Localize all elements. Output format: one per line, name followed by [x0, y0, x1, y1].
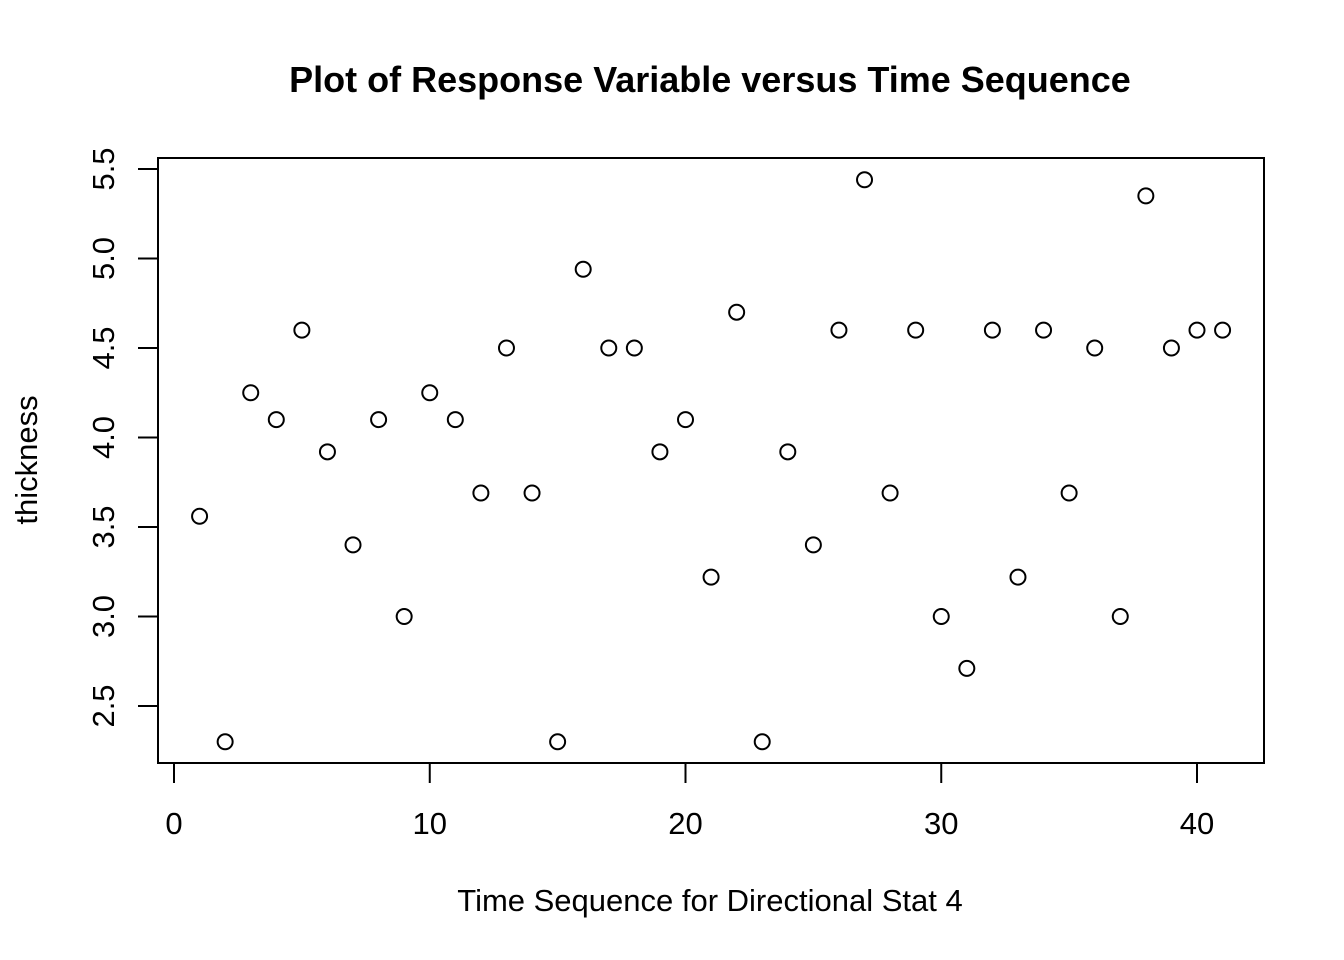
- y-axis-label: thickness: [9, 395, 44, 524]
- x-tick-label: 40: [1180, 806, 1214, 841]
- data-point: [804, 536, 822, 554]
- chart-title: Plot of Response Variable versus Time Se…: [289, 59, 1131, 100]
- y-tick-label: 3.5: [86, 505, 121, 548]
- data-point: [1111, 608, 1129, 625]
- data-point: [242, 384, 260, 402]
- y-tick-label: 5.5: [86, 147, 121, 190]
- data-point: [293, 321, 311, 339]
- data-point: [549, 733, 567, 751]
- data-point: [753, 733, 771, 751]
- data-point: [1086, 339, 1104, 357]
- x-tick-label: 10: [413, 806, 447, 841]
- plot-frame: [157, 157, 1265, 764]
- y-tick-label: 2.5: [86, 684, 121, 727]
- data-point: [958, 659, 976, 677]
- data-point: [1035, 321, 1053, 339]
- y-tick-label: 4.0: [86, 416, 121, 459]
- data-point: [702, 568, 720, 586]
- data-point: [651, 443, 669, 461]
- data-point: [1188, 321, 1206, 339]
- data-point: [779, 443, 797, 461]
- data-point: [677, 411, 694, 429]
- x-axis: 0 10 20 30 40: [165, 762, 1214, 841]
- y-tick-label: 5.0: [86, 237, 121, 280]
- data-point: [497, 339, 515, 357]
- data-point: [472, 484, 490, 502]
- data-point: [421, 384, 439, 402]
- data-point: [856, 171, 874, 189]
- data-point: [1137, 187, 1155, 205]
- data-point: [625, 339, 643, 357]
- data-points: [191, 171, 1232, 751]
- data-point: [907, 321, 925, 339]
- data-point: [370, 411, 388, 429]
- data-point: [574, 260, 592, 278]
- x-axis-label: Time Sequence for Directional Stat 4: [457, 883, 962, 918]
- data-point: [318, 443, 336, 461]
- data-point: [983, 321, 1001, 339]
- data-point: [881, 484, 899, 502]
- data-point: [1060, 484, 1078, 502]
- data-point: [395, 608, 413, 625]
- y-tick-label: 4.5: [86, 326, 121, 369]
- data-point: [446, 411, 464, 429]
- x-tick-label: 30: [924, 806, 958, 841]
- data-point: [932, 608, 950, 625]
- x-tick-label: 20: [668, 806, 702, 841]
- y-axis: 2.5 3.0 3.5 4.0 4.5 5.0 5.5: [86, 147, 159, 728]
- data-point: [1214, 321, 1232, 339]
- data-point: [1009, 568, 1027, 586]
- data-point: [216, 733, 234, 751]
- data-point: [344, 536, 362, 554]
- data-point: [1162, 339, 1180, 357]
- data-point: [830, 321, 848, 339]
- x-tick-label: 0: [165, 806, 182, 841]
- data-point: [523, 484, 541, 502]
- data-point: [191, 507, 209, 525]
- data-point: [267, 411, 285, 429]
- data-point: [728, 303, 746, 321]
- y-tick-label: 3.0: [86, 595, 121, 638]
- data-point: [600, 339, 618, 357]
